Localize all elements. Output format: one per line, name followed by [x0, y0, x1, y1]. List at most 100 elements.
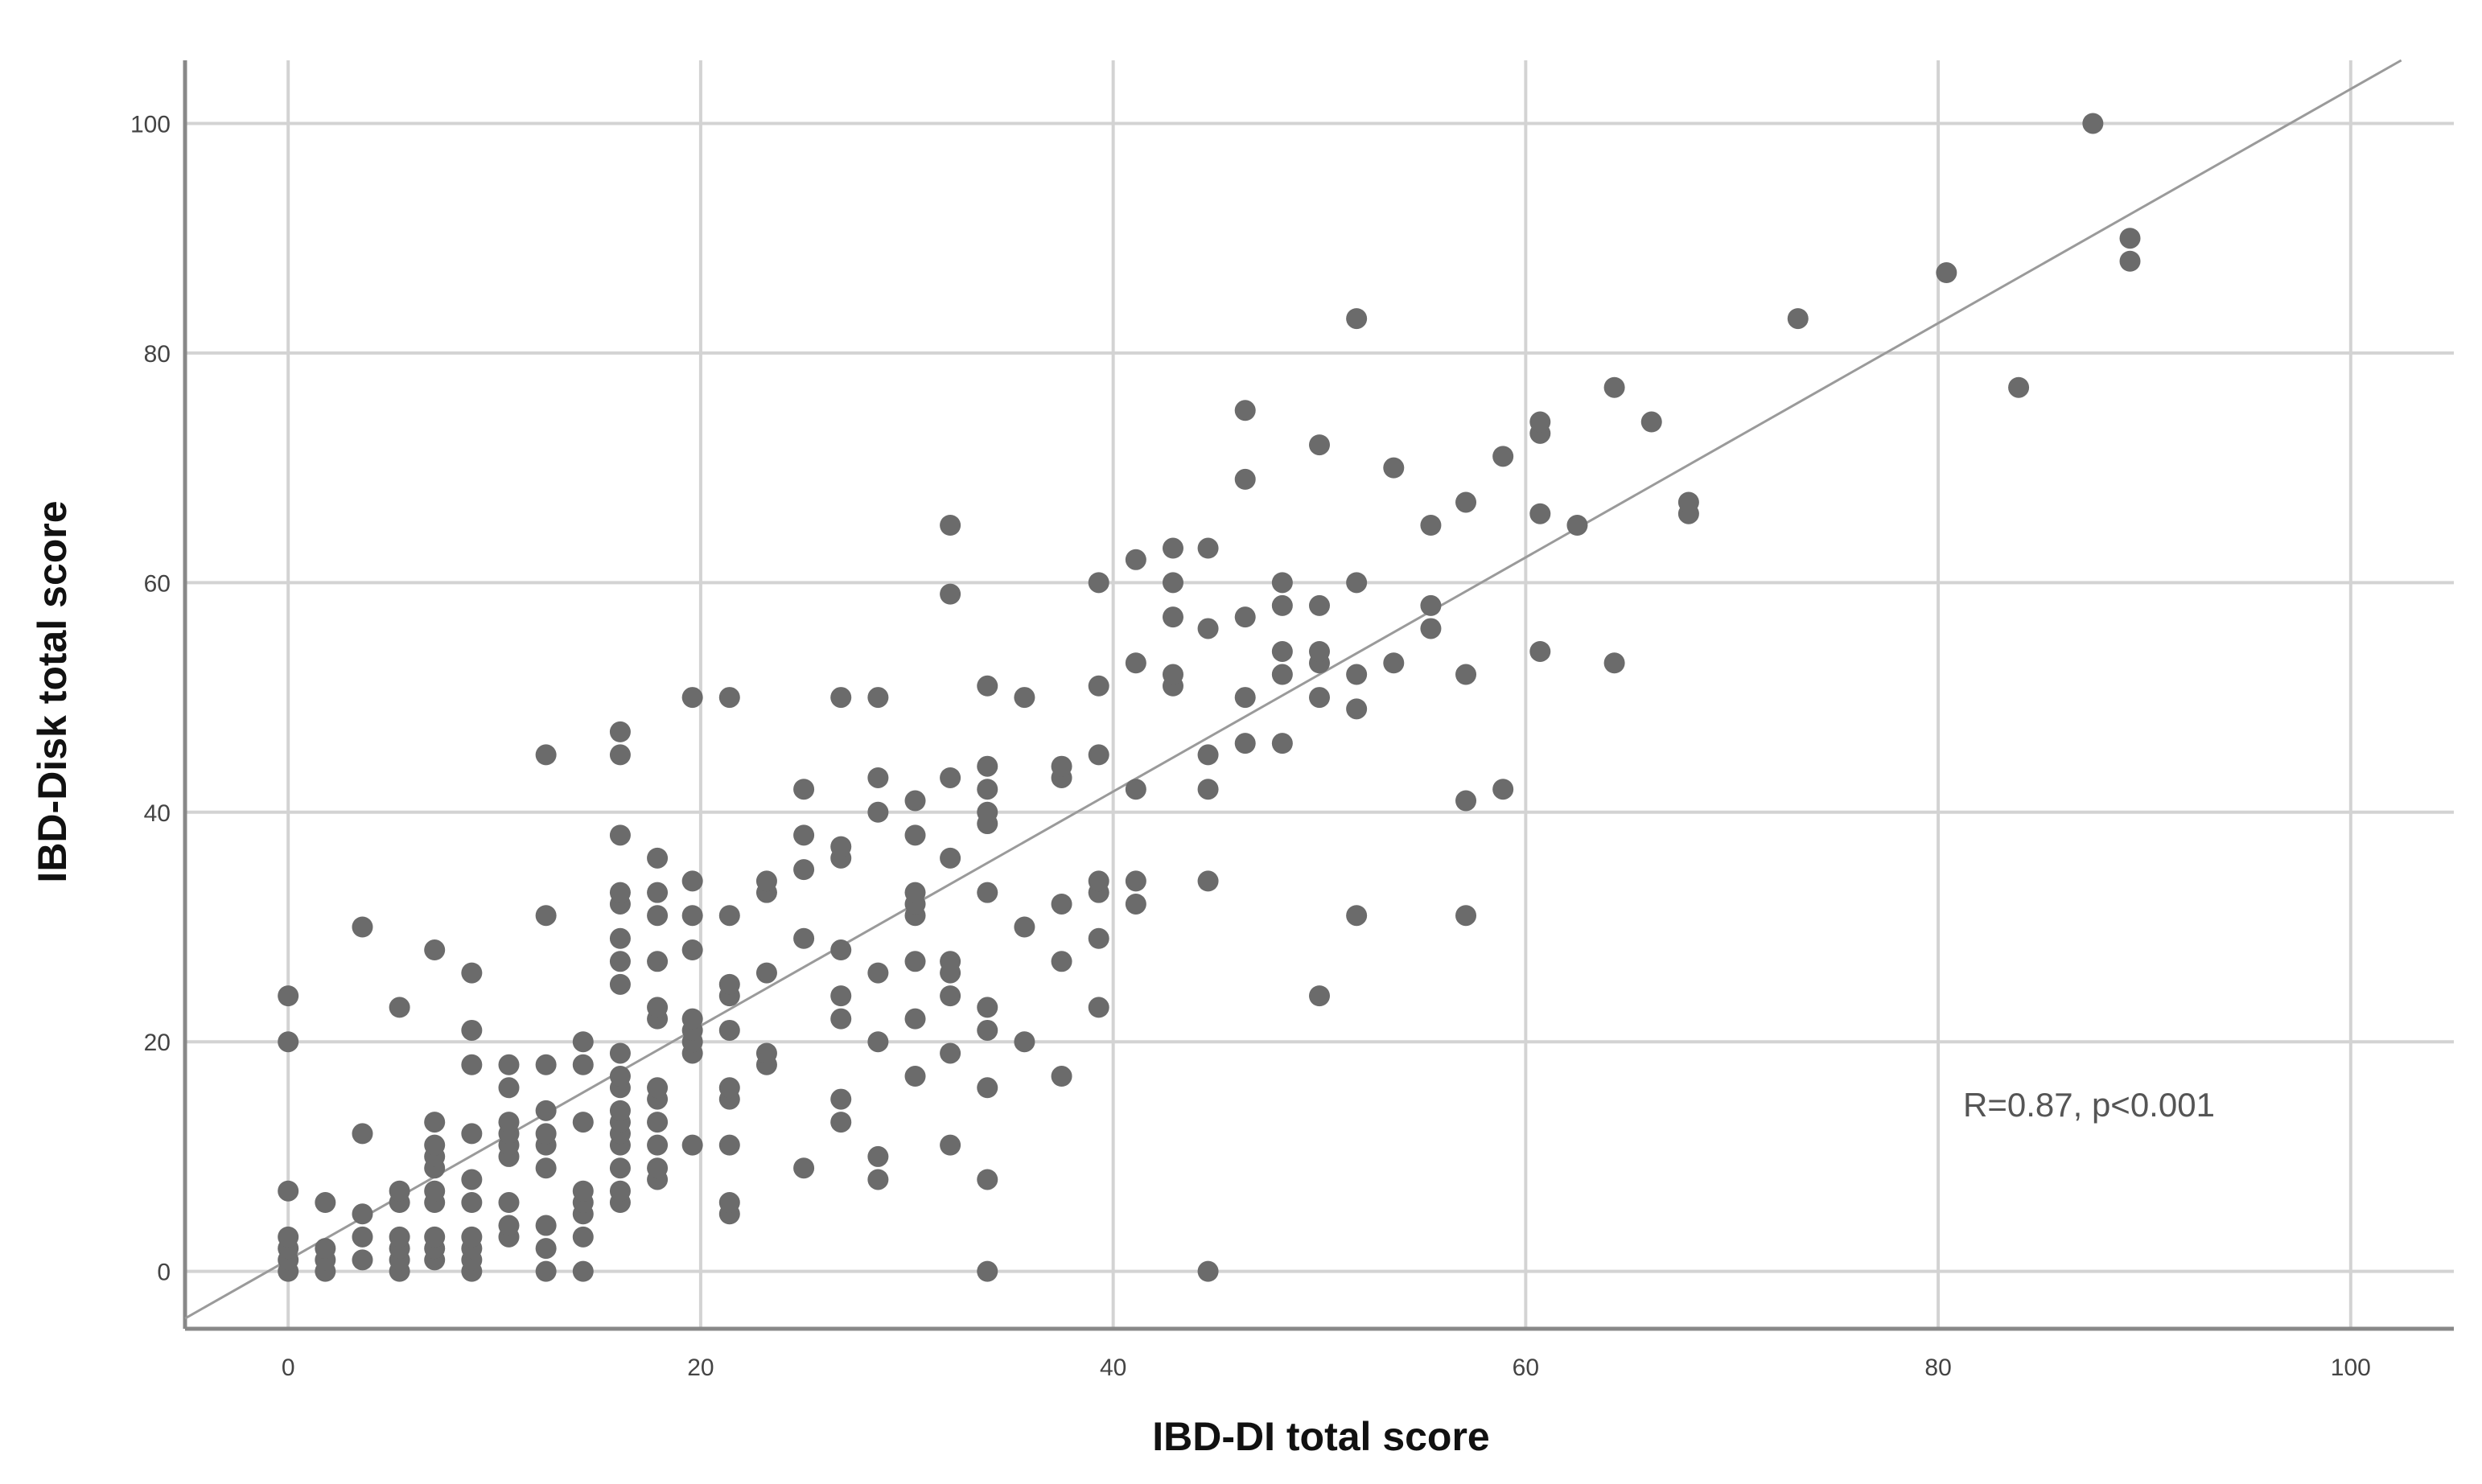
data-point [1197, 870, 1219, 892]
data-point [977, 1169, 998, 1190]
data-point [609, 973, 631, 995]
data-point [1162, 537, 1183, 559]
data-point [793, 779, 815, 800]
data-point [1162, 572, 1183, 594]
data-point [647, 1077, 669, 1099]
data-point [609, 882, 631, 903]
data-point [1125, 652, 1146, 674]
data-point [904, 1066, 926, 1087]
data-point [830, 1088, 852, 1110]
data-point [647, 847, 669, 869]
data-point [681, 1008, 703, 1030]
data-point [940, 1134, 961, 1156]
data-point [977, 1019, 998, 1041]
data-point [498, 1215, 520, 1236]
data-point [535, 1123, 557, 1145]
data-point [830, 836, 852, 857]
data-point [572, 1054, 594, 1075]
data-point [1492, 779, 1514, 800]
data-point [1420, 618, 1442, 639]
data-point [681, 939, 703, 961]
data-point [793, 859, 815, 881]
data-point [535, 1238, 557, 1260]
data-point [867, 1145, 889, 1167]
data-point [461, 1054, 483, 1075]
tick-labels: 0 20 40 60 80 100 0 20 40 60 80 100 [130, 111, 2371, 1381]
data-point [647, 1157, 669, 1179]
data-point [793, 1157, 815, 1179]
data-point [1309, 434, 1330, 456]
data-point [1420, 594, 1442, 616]
data-point [681, 905, 703, 927]
data-point [867, 801, 889, 823]
x-axis-title: IBD-DI total score [1152, 1414, 1490, 1459]
data-point [1051, 1066, 1072, 1087]
data-point [1936, 262, 1957, 284]
data-point [681, 870, 703, 892]
data-point [1640, 411, 1662, 433]
data-point [940, 514, 961, 536]
data-point [535, 905, 557, 927]
y-tick-label: 80 [144, 341, 171, 368]
data-point [572, 1031, 594, 1053]
y-tick-label: 20 [144, 1030, 171, 1056]
data-point [1088, 675, 1109, 697]
x-tick-label: 40 [1100, 1355, 1126, 1381]
data-point [1346, 698, 1368, 720]
data-points [278, 113, 2141, 1282]
data-point [1125, 870, 1146, 892]
data-point [647, 905, 669, 927]
data-point [535, 744, 557, 766]
data-point [1455, 905, 1477, 927]
data-point [1125, 779, 1146, 800]
data-point [977, 675, 998, 697]
data-point [389, 1180, 410, 1202]
data-point [1271, 664, 1293, 685]
data-point [572, 1112, 594, 1133]
data-point [498, 1054, 520, 1075]
data-point [755, 962, 777, 984]
data-point [1271, 594, 1293, 616]
data-point [1125, 893, 1146, 915]
data-point [1051, 893, 1072, 915]
data-point [352, 1203, 373, 1225]
data-point [498, 1192, 520, 1214]
data-point [461, 1123, 483, 1145]
data-point [609, 1100, 631, 1121]
data-point [977, 779, 998, 800]
data-point [498, 1112, 520, 1133]
data-point [1014, 1031, 1035, 1053]
data-point [609, 721, 631, 742]
data-point [352, 1226, 373, 1248]
data-point [1420, 514, 1442, 536]
data-point [867, 1169, 889, 1190]
data-point [1383, 457, 1405, 479]
data-point [940, 985, 961, 1007]
data-point [352, 1249, 373, 1271]
data-point [904, 951, 926, 972]
data-point [1309, 640, 1330, 662]
data-point [1309, 985, 1330, 1007]
y-tick-label: 60 [144, 570, 171, 597]
data-point [718, 1077, 740, 1099]
data-point [1162, 606, 1183, 628]
data-point [572, 1226, 594, 1248]
data-point [389, 1226, 410, 1248]
data-point [977, 1260, 998, 1282]
data-point [1566, 514, 1588, 536]
data-point [830, 985, 852, 1007]
data-point [535, 1215, 557, 1236]
data-point [278, 1226, 299, 1248]
data-point [647, 997, 669, 1018]
data-point [1088, 927, 1109, 949]
data-point [647, 882, 669, 903]
data-point [1346, 664, 1368, 685]
data-point [1492, 446, 1514, 467]
data-point [461, 1226, 483, 1248]
data-point [1271, 572, 1293, 594]
data-point [1455, 790, 1477, 812]
data-point [904, 882, 926, 903]
data-point [718, 973, 740, 995]
data-point [609, 1157, 631, 1179]
data-point [1383, 652, 1405, 674]
